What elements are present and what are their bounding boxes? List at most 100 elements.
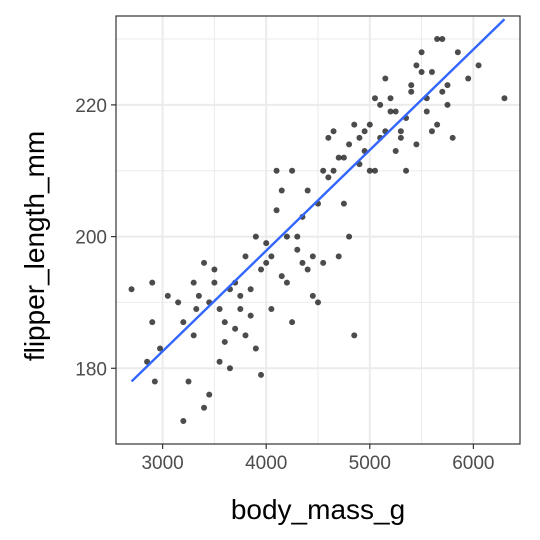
data-point: [180, 417, 187, 424]
data-point: [335, 253, 342, 260]
data-point: [289, 319, 296, 326]
data-point: [232, 325, 239, 332]
data-point: [201, 404, 208, 411]
x-tick-label: 4000: [245, 453, 287, 474]
data-point: [330, 167, 337, 174]
data-point: [237, 306, 244, 313]
data-point: [164, 292, 171, 299]
x-axis-ticks: 3000 4000 5000 6000: [141, 444, 495, 474]
data-point: [449, 134, 456, 141]
data-point: [299, 259, 306, 266]
data-point: [366, 121, 373, 128]
data-point: [501, 95, 508, 102]
data-point: [221, 319, 228, 326]
data-point: [320, 167, 327, 174]
x-tick-label: 5000: [349, 453, 391, 474]
data-point: [258, 371, 265, 378]
data-point: [283, 279, 290, 286]
data-point: [283, 233, 290, 240]
data-point: [216, 306, 223, 313]
data-point: [304, 187, 311, 194]
data-point: [252, 345, 259, 352]
data-point: [371, 167, 378, 174]
data-point: [226, 365, 233, 372]
x-axis-title: body_mass_g: [231, 494, 405, 525]
data-point: [377, 101, 384, 108]
y-tick-label: 200: [75, 228, 107, 249]
data-point: [190, 279, 197, 286]
data-point: [408, 82, 415, 89]
data-point: [242, 332, 249, 339]
data-point: [201, 259, 208, 266]
data-point: [157, 345, 164, 352]
data-point: [149, 319, 156, 326]
data-point: [190, 332, 197, 339]
y-tick-label: 180: [75, 359, 107, 380]
regression-line: [130, 18, 506, 383]
x-tick-label: 6000: [452, 453, 494, 474]
data-point: [315, 299, 321, 306]
data-point: [273, 167, 280, 174]
data-point: [418, 68, 425, 75]
data-point: [149, 279, 156, 286]
data-point: [278, 273, 285, 280]
data-point: [413, 62, 420, 69]
data-point: [289, 167, 296, 174]
data-point: [258, 266, 265, 273]
data-point: [252, 233, 259, 240]
panel-border: [115, 15, 521, 445]
data-point: [403, 167, 410, 174]
data-point: [151, 378, 158, 385]
data-point: [439, 88, 446, 95]
data-point: [382, 75, 389, 82]
data-point: [330, 128, 337, 135]
data-point: [397, 128, 404, 135]
data-point: [340, 200, 347, 207]
data-point: [397, 134, 404, 141]
data-point: [309, 292, 316, 299]
data-point: [195, 292, 202, 299]
major-gridlines: [116, 16, 520, 444]
data-point: [263, 259, 270, 266]
data-point: [309, 253, 316, 260]
data-point: [408, 88, 415, 95]
data-point: [242, 253, 249, 260]
data-point: [268, 253, 275, 260]
data-point: [392, 147, 399, 154]
data-point: [371, 95, 378, 102]
data-point: [221, 338, 228, 345]
y-axis-title: flipper_length_mm: [19, 131, 50, 361]
data-point: [361, 128, 368, 135]
data-point: [175, 299, 182, 306]
data-point: [325, 174, 332, 181]
data-point: [351, 121, 358, 128]
data-point: [294, 233, 301, 240]
data-point: [392, 108, 399, 115]
data-point: [185, 378, 192, 385]
data-point: [434, 121, 441, 128]
data-point: [423, 108, 430, 115]
data-point: [444, 82, 451, 89]
data-point: [366, 167, 373, 174]
data-point: [325, 134, 332, 141]
data-point: [247, 312, 254, 319]
data-point: [475, 62, 482, 69]
data-point: [273, 207, 280, 214]
data-point: [128, 286, 135, 293]
data-point: [335, 154, 342, 161]
y-axis-ticks: 180 200 220: [75, 96, 116, 380]
data-point: [434, 36, 441, 43]
data-point: [237, 292, 244, 299]
data-point: [351, 332, 358, 339]
data-point: [387, 108, 394, 115]
data-point: [247, 286, 254, 293]
data-point: [294, 246, 301, 253]
data-point: [428, 128, 435, 135]
data-point: [193, 306, 200, 313]
data-point: [320, 259, 327, 266]
data-point: [211, 279, 218, 286]
y-tick-label: 220: [75, 96, 107, 117]
data-point: [387, 95, 394, 102]
data-point: [454, 49, 461, 56]
